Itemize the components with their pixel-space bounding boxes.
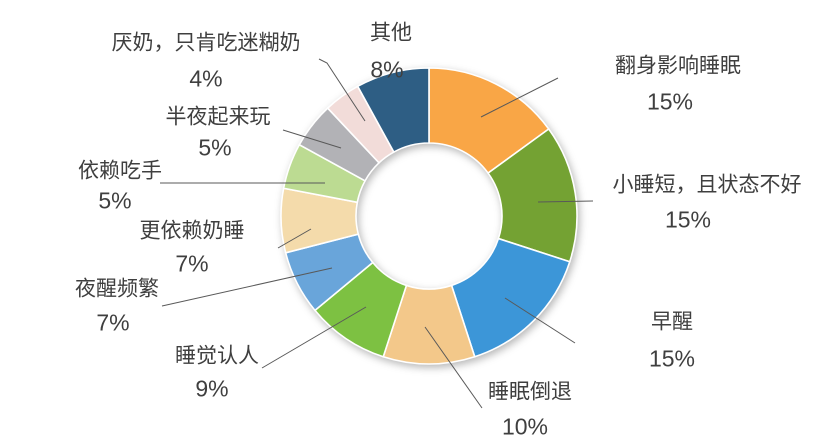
slice-label-name-3: 睡眠倒退	[488, 380, 572, 404]
leader-line-6	[277, 228, 312, 249]
slice-label-name-7: 依赖吃手	[78, 159, 162, 183]
slice-label-name-2: 早醒	[651, 310, 693, 334]
leader-line-2	[504, 297, 576, 344]
slice-label-name-10: 其他	[370, 21, 412, 45]
slice-label-name-5: 夜醒频繁	[75, 277, 159, 301]
slice-label-pct-5: 7%	[96, 309, 130, 336]
slice-label-pct-1: 15%	[664, 206, 712, 233]
leader-line-4	[261, 306, 367, 369]
slice-label-pct-2: 15%	[648, 345, 696, 372]
leader-line-5	[161, 267, 333, 307]
leader-line-8	[282, 129, 342, 149]
slice-label-name-1: 小睡短，且状态不好	[612, 173, 802, 197]
leader-line-0	[480, 77, 559, 118]
slice-label-pct-8: 5%	[198, 134, 232, 161]
slice-label-pct-6: 7%	[175, 250, 209, 277]
slice-label-pct-9: 4%	[189, 65, 223, 92]
slice-label-pct-4: 9%	[195, 375, 229, 402]
pie-slice-10	[356, 67, 430, 154]
slice-label-name-4: 睡觉认人	[175, 344, 259, 368]
slice-label-name-8: 半夜起来玩	[165, 105, 271, 129]
slice-label-pct-10: 8%	[370, 56, 404, 83]
slice-label-name-6: 更依赖奶睡	[139, 219, 245, 243]
slice-label-pct-7: 5%	[98, 187, 132, 214]
slice-label-pct-0: 15%	[646, 88, 694, 115]
leader-line-1	[537, 200, 594, 203]
slice-label-pct-3: 10%	[501, 413, 549, 440]
slice-label-name-9: 厌奶，只肯吃迷糊奶	[111, 31, 301, 55]
slice-label-name-0: 翻身影响睡眠	[615, 54, 741, 78]
leader-line-3	[424, 326, 483, 409]
leader-line-9	[318, 58, 366, 122]
